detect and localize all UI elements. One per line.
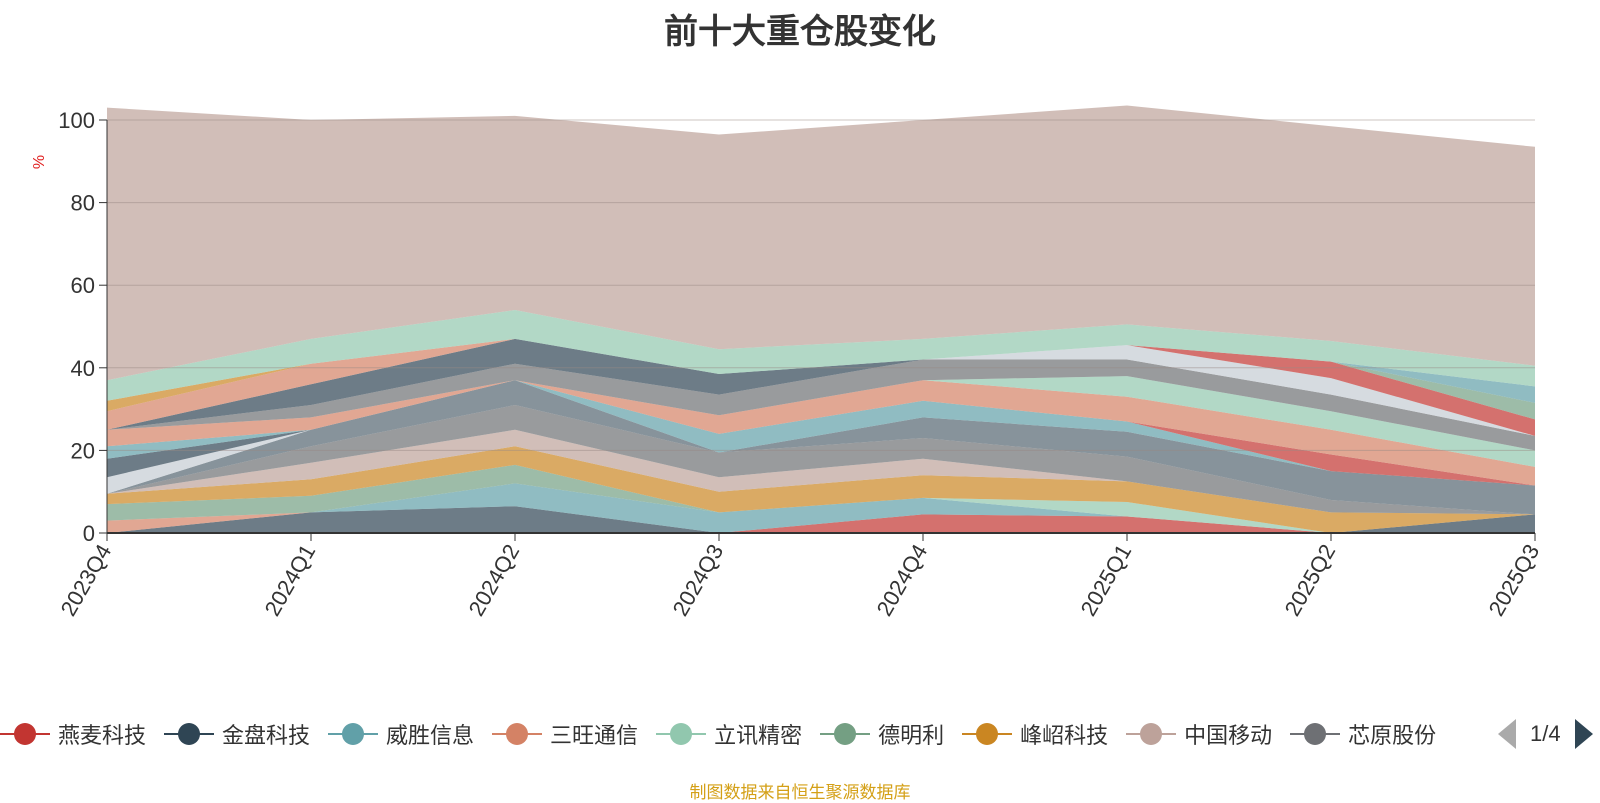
legend-marker-icon (492, 721, 543, 747)
legend-label: 德明利 (878, 723, 945, 748)
area-series-9[interactable] (107, 380, 1535, 515)
y-axis-label: % (31, 155, 48, 169)
legend-label: 威胜信息 (386, 723, 475, 748)
legend-item[interactable]: 德明利 (820, 718, 944, 750)
area-series-7[interactable] (107, 429, 1535, 515)
legend-label: 立讯精密 (714, 723, 803, 748)
x-tick-label-1: 2024Q1 (260, 540, 321, 620)
area-series-13[interactable] (107, 380, 1535, 486)
legend-item[interactable]: 中国移动 (1126, 718, 1272, 750)
area-series-25[interactable] (107, 105, 1535, 381)
legend-marker-icon (962, 721, 1013, 747)
x-tick-label-7: 2025Q3 (1484, 540, 1545, 620)
legend-prev-icon[interactable] (1498, 719, 1516, 749)
legend-marker-icon (328, 721, 379, 747)
legend-next-icon[interactable] (1574, 719, 1593, 749)
area-series-5[interactable] (107, 464, 1535, 533)
area-series-16[interactable] (107, 359, 1535, 451)
area-series-15[interactable] (107, 376, 1535, 467)
x-tick-label-2: 2024Q2 (464, 540, 525, 620)
legend-marker-icon (1290, 721, 1341, 747)
y-tick-label-0: 0 (83, 521, 95, 546)
legend-item[interactable]: 三旺通信 (492, 718, 638, 750)
legend-marker-icon (0, 721, 50, 747)
area-series-12[interactable] (107, 380, 1535, 486)
legend-label: 燕麦科技 (58, 723, 147, 748)
y-tick-label-3: 60 (71, 273, 95, 298)
legend-marker-icon (1126, 721, 1177, 747)
y-tick-label-4: 80 (71, 191, 95, 216)
legend-label: 中国移动 (1184, 723, 1273, 748)
x-tick-label-6: 2025Q2 (1280, 540, 1341, 620)
legend-item[interactable]: 金盘科技 (164, 718, 310, 750)
area-series-2[interactable] (107, 483, 1535, 533)
legend-item[interactable]: 立讯精密 (656, 718, 802, 750)
legend-page-indicator: 1/4 (1530, 721, 1561, 746)
legend-item[interactable]: 燕麦科技 (0, 718, 146, 750)
y-tick-label-5: 100 (58, 108, 95, 133)
y-tick-label-1: 20 (71, 438, 95, 463)
legend-label: 芯原股份 (1348, 723, 1437, 748)
legend-item[interactable]: 芯原股份 (1290, 718, 1436, 750)
area-series-14[interactable] (107, 380, 1535, 486)
area-series-6[interactable] (107, 446, 1535, 533)
x-tick-label-5: 2025Q1 (1076, 540, 1137, 620)
area-series-24[interactable] (107, 310, 1535, 401)
area-series-1[interactable] (107, 506, 1535, 533)
x-tick-label-4: 2024Q4 (872, 540, 933, 620)
area-series-19[interactable] (107, 338, 1535, 430)
legend: 燕麦科技 金盘科技 威胜信息 三旺通信 立讯精密 德明利 峰岹科技 中国移动 芯原股份 (0, 716, 1490, 752)
y-tick-label-2: 40 (71, 356, 95, 381)
legend-pager: 1/4 (1498, 716, 1593, 752)
legend-label: 三旺通信 (550, 723, 639, 748)
chart-title: 前十大重仓股变化 (664, 13, 936, 51)
legend-label: 金盘科技 (222, 723, 311, 748)
x-tick-label-0: 2023Q4 (56, 540, 117, 620)
legend-item[interactable]: 威胜信息 (328, 718, 474, 750)
area-chart: 0 20 40 60 80 100% 2023Q4 2024Q1 2024Q2 2024Q3 202… (31, 105, 1545, 620)
legend-marker-icon (820, 721, 871, 747)
legend-marker-icon (164, 721, 215, 747)
legend-item[interactable]: 峰岹科技 (962, 718, 1108, 750)
data-source-note: 制图数据来自恒生聚源数据库 (689, 783, 911, 802)
x-tick-label-3: 2024Q3 (668, 540, 729, 620)
area-series-8[interactable] (107, 405, 1535, 515)
legend-label: 峰岹科技 (1020, 723, 1109, 748)
area-series-4[interactable] (107, 483, 1535, 533)
legend-marker-icon (656, 721, 707, 747)
